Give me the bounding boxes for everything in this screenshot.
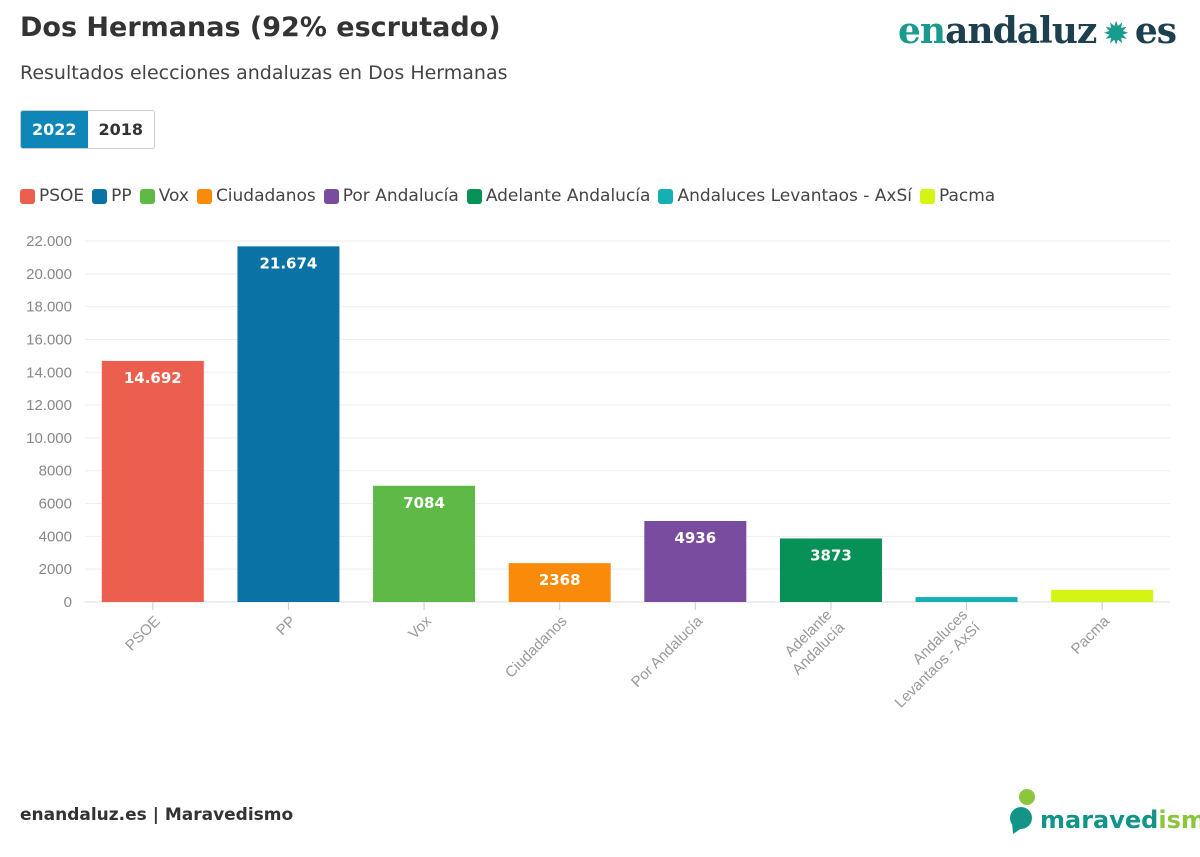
- x-tick-label: Pacma: [1068, 612, 1113, 657]
- x-tick-label-line: Ciudadanos: [502, 613, 571, 682]
- y-tick-label: 14.000: [26, 364, 72, 381]
- x-tick-label-line: PSOE: [122, 613, 163, 654]
- x-tick-label-line: PP: [273, 613, 299, 639]
- legend-swatch: [919, 188, 935, 204]
- legend-swatch: [139, 188, 155, 204]
- year-tabs: 2022 2018: [20, 110, 156, 149]
- y-tick-label: 4000: [39, 528, 72, 545]
- y-tick-label: 18.000: [26, 299, 72, 316]
- y-tick-label: 22.000: [26, 233, 72, 250]
- data-label: 21.674: [259, 254, 317, 272]
- legend-item[interactable]: Pacma: [919, 186, 996, 206]
- legend-item[interactable]: Vox: [139, 186, 189, 206]
- y-tick-label: 16.000: [26, 331, 72, 348]
- x-tick-label-line: Por Andalucía: [628, 612, 707, 691]
- maravedismo-logo: maravedismo: [1010, 788, 1200, 834]
- data-label: 7084: [403, 494, 445, 512]
- page-title: Dos Hermanas (92% escrutado): [20, 12, 501, 43]
- star-icon: ✹: [1104, 17, 1127, 50]
- x-tick-label: PP: [273, 613, 299, 639]
- y-tick-label: 2000: [39, 561, 72, 578]
- legend-label: Ciudadanos: [215, 186, 316, 206]
- y-tick-label: 10.000: [26, 430, 72, 447]
- page-subtitle: Resultados elecciones andaluzas en Dos H…: [20, 62, 508, 84]
- legend-label: Adelante Andalucía: [485, 186, 651, 206]
- legend-swatch: [20, 188, 35, 204]
- legend-label: Por Andalucía: [342, 186, 459, 206]
- x-tick-label-line: Vox: [405, 612, 435, 642]
- bar-psoe: [101, 360, 204, 602]
- tab-2018[interactable]: 2018: [87, 111, 155, 148]
- legend-label: Andaluces Levantaos - AxSí: [677, 186, 912, 206]
- bar-chart: 0 2000 4000 6000 8000 10.000 12.000 14.000 16.00…: [26, 233, 1170, 712]
- bar-andaluces-levantaos-axs-: [915, 597, 1018, 602]
- x-tick-label: Ciudadanos: [502, 613, 571, 682]
- x-tick-label: Vox: [405, 612, 435, 642]
- data-label: 3873: [810, 546, 852, 564]
- data-label: 14.692: [124, 369, 182, 387]
- legend-swatch: [323, 188, 339, 204]
- legend-item[interactable]: PP: [92, 186, 132, 206]
- y-tick-label: 12.000: [26, 397, 72, 414]
- source-credit: enandaluz.es | Maravedismo: [20, 805, 294, 825]
- legend: PSOE PP Vox Ciudadanos Por Andalucía Adelante…: [20, 186, 995, 206]
- data-label: 2368: [539, 571, 581, 589]
- bar-pp: [237, 246, 340, 602]
- legend-label: PP: [111, 186, 132, 206]
- x-tick-label: AdelanteAndalucía: [776, 606, 848, 678]
- bar-por-andaluc-a: [644, 521, 747, 602]
- legend-label: PSOE: [39, 186, 85, 206]
- y-tick-label: 8000: [39, 463, 72, 480]
- bar-vox: [373, 485, 476, 602]
- x-tick-label: PSOE: [122, 613, 163, 654]
- legend-item[interactable]: Andaluces Levantaos - AxSí: [658, 186, 912, 206]
- legend-item[interactable]: Por Andalucía: [323, 186, 459, 206]
- y-tick-label: 0: [64, 594, 72, 611]
- bar-adelante-andaluc-a: [779, 538, 882, 602]
- legend-swatch: [658, 188, 674, 204]
- tab-2022[interactable]: 2022: [21, 111, 88, 148]
- x-tick-label: Por Andalucía: [628, 612, 707, 691]
- legend-swatch: [466, 188, 482, 204]
- y-tick-label: 6000: [39, 496, 72, 513]
- legend-item[interactable]: PSOE: [20, 186, 84, 206]
- y-tick-label: 20.000: [26, 266, 72, 283]
- legend-swatch: [92, 188, 108, 204]
- legend-label: Vox: [158, 186, 189, 206]
- x-tick-label: AndalucesLevantaos - AxSí: [879, 606, 985, 712]
- bar-pacma: [1051, 589, 1154, 602]
- legend-label: Pacma: [938, 186, 996, 206]
- speech-bubble-icon: [1010, 789, 1035, 834]
- bar-ciudadanos: [508, 563, 611, 602]
- legend-swatch: [196, 188, 212, 204]
- legend-item[interactable]: Ciudadanos: [196, 186, 316, 206]
- enandaluz-logo: enandaluz ✹ es: [897, 10, 1177, 52]
- data-label: 4936: [674, 529, 716, 547]
- x-tick-label-line: Pacma: [1068, 612, 1113, 657]
- legend-item[interactable]: Adelante Andalucía: [466, 186, 651, 206]
